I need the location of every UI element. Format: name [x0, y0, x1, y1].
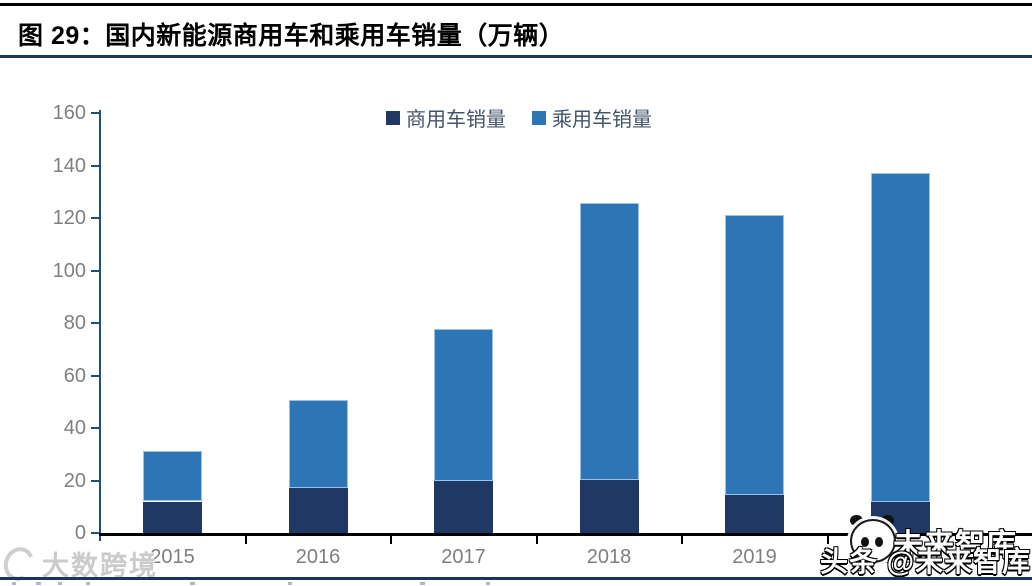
y-axis-tick — [91, 479, 99, 482]
x-axis-label-2019: 2019 — [732, 546, 777, 568]
cutoff-text-speck — [36, 582, 41, 585]
y-axis-tick-label: 100 — [52, 259, 86, 282]
bottom-border-line — [0, 577, 1032, 580]
title-underline — [0, 55, 1032, 58]
cutoff-text-speck — [86, 582, 90, 585]
x-axis-tick — [535, 536, 538, 544]
legend-item-commercial: 商用车销量 — [386, 103, 506, 132]
figure-title: 图 29：国内新能源商用车和乘用车销量（万辆） — [18, 22, 565, 50]
watermark-bottom-left: 大数跨境 — [0, 542, 158, 585]
y-axis-tick — [91, 322, 99, 324]
bar-2018-commercial-segment — [579, 479, 639, 533]
y-axis-line — [99, 110, 101, 541]
y-axis-tick-label: 160 — [52, 102, 86, 124]
panda-logo-icon — [846, 512, 898, 564]
bar-2018-passenger-segment — [579, 202, 639, 480]
cutoff-text-speck — [12, 582, 16, 585]
watermark-bottom-left-text: 大数跨境 — [42, 551, 158, 581]
legend-label: 商用车销量 — [406, 109, 506, 131]
y-axis-tick-label: 120 — [52, 207, 86, 229]
legend-item-passenger: 乘用车销量 — [532, 103, 652, 132]
y-axis-tick — [91, 164, 99, 167]
watermark-ghost-text: 未来智库 — [893, 529, 1017, 562]
y-axis-tick-label: 0 — [74, 522, 86, 544]
bar-2016-passenger-segment — [288, 399, 348, 489]
top-border-line — [0, 3, 1032, 6]
cutoff-text-speck — [486, 582, 490, 585]
x-axis-line — [99, 533, 1032, 536]
x-axis-tick — [244, 536, 247, 544]
bar-2020-passenger-segment — [870, 173, 930, 503]
y-axis-tick — [91, 427, 99, 429]
y-axis-tick-label: 40 — [63, 417, 86, 439]
cutoff-text-speck — [58, 582, 62, 585]
cutoff-text-speck — [420, 582, 425, 585]
y-axis-tick-label: 140 — [52, 154, 86, 177]
bar-2019-passenger-segment — [725, 215, 785, 495]
bar-2016-commercial-segment — [288, 488, 348, 533]
y-axis-tick-label: 20 — [63, 469, 86, 492]
y-axis-tick-label: 80 — [63, 312, 86, 334]
cutoff-text-speck — [288, 582, 292, 585]
x-axis-tick — [390, 536, 392, 544]
y-axis-tick-label: 60 — [63, 364, 86, 387]
legend-color-swatch-icon — [386, 110, 400, 125]
bar-2019-commercial-segment — [725, 494, 785, 533]
x-axis-label-2016: 2016 — [295, 546, 341, 568]
x-axis-tick — [826, 536, 829, 544]
y-axis-tick — [91, 217, 99, 219]
bar-2017-commercial-segment — [434, 481, 494, 533]
y-axis-tick — [91, 374, 99, 377]
x-axis-label-2015: 2015 — [150, 546, 195, 568]
legend-label: 乘用车销量 — [552, 109, 652, 131]
watermark-main-text: 头条 @未来智库 — [820, 546, 1032, 577]
chart-legend: 商用车销量 乘用车销量 — [386, 103, 652, 132]
x-axis-label-2017: 2017 — [441, 546, 486, 568]
bar-2015-passenger-segment — [143, 450, 203, 502]
y-axis-tick — [91, 112, 99, 114]
bar-2015-commercial-segment — [143, 501, 203, 533]
bar-2017-passenger-segment — [434, 328, 494, 482]
x-axis-tick — [681, 536, 683, 544]
y-axis-tick — [91, 269, 99, 272]
legend-color-swatch-icon — [532, 110, 546, 125]
x-axis-tick — [972, 536, 974, 544]
cutoff-text-speck — [190, 582, 195, 585]
y-axis-tick — [91, 532, 99, 534]
x-axis-label-2018: 2018 — [586, 546, 632, 568]
